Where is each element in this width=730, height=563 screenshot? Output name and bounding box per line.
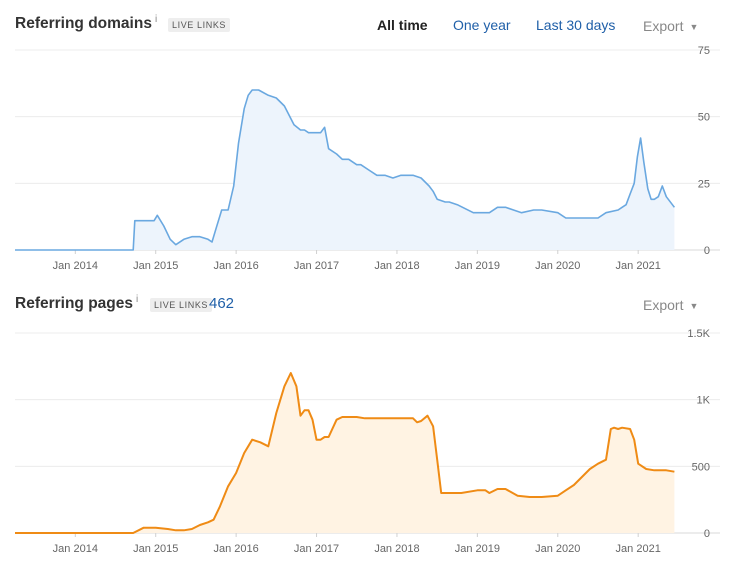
x-tick-label: Jan 2017 (294, 543, 339, 555)
x-tick-label: Jan 2015 (133, 543, 178, 555)
x-tick-label: Jan 2019 (455, 543, 500, 555)
live-links-badge: LIVE LINKS (150, 298, 213, 312)
series-line[interactable] (15, 372, 675, 534)
referring-pages-header: Referring pages i LIVE LINKS 462 Export ▼ (0, 291, 730, 319)
referring-domains-chart: 0 25 50 75 Jan 2014 Jan 2015 Jan 2016 Jan 2017 J… (15, 45, 720, 272)
export-label: Export (643, 297, 684, 313)
y-tick-label: 0 (704, 528, 710, 540)
export-label: Export (643, 18, 684, 34)
y-tick-label: 75 (698, 45, 710, 57)
x-tick-label: Jan 2014 (53, 260, 98, 272)
x-tick-label: Jan 2018 (374, 543, 419, 555)
y-tick-label: 1K (697, 395, 711, 407)
y-tick-label: 25 (698, 178, 710, 190)
referring-pages-count[interactable]: 462 (209, 295, 235, 312)
x-tick-label: Jan 2020 (535, 543, 580, 555)
series-line[interactable] (15, 89, 676, 251)
info-icon[interactable]: i (136, 294, 139, 305)
tab-all-time[interactable]: All time (377, 17, 428, 33)
tab-last-30-days[interactable]: Last 30 days (536, 17, 616, 33)
info-icon[interactable]: i (154, 14, 158, 25)
y-tick-label: 0 (704, 245, 710, 257)
x-tick-label: Jan 2015 (133, 260, 178, 272)
x-tick-label: Jan 2016 (213, 543, 258, 555)
x-tick-label: Jan 2014 (53, 543, 98, 555)
referring-domains-title: Referring domains i (15, 14, 158, 33)
x-tick-label: Jan 2016 (213, 260, 258, 272)
x-tick-label: Jan 2019 (455, 260, 500, 272)
referring-pages-chart: 0 500 1K 1.5K Jan 2014 Jan 2015 Jan 2016 Jan 20… (15, 328, 720, 555)
referring-pages-title: Referring pages i (15, 294, 139, 313)
export-dropdown[interactable]: Export ▼ (643, 18, 698, 34)
tab-one-year[interactable]: One year (453, 17, 511, 33)
x-tick-label: Jan 2020 (535, 260, 580, 272)
referring-domains-header: Referring domains i LIVE LINKS All time O… (0, 12, 730, 40)
x-tick-label: Jan 2018 (374, 260, 419, 272)
caret-down-icon: ▼ (689, 301, 699, 311)
x-tick-label: Jan 2021 (616, 260, 661, 272)
x-tick-label: Jan 2021 (616, 543, 661, 555)
caret-down-icon: ▼ (689, 22, 699, 32)
series-area (15, 90, 675, 250)
series-area (15, 373, 675, 533)
live-links-badge: LIVE LINKS (168, 18, 231, 32)
x-tick-label: Jan 2017 (294, 260, 339, 272)
y-tick-label: 50 (698, 112, 710, 124)
y-tick-label: 1.5K (687, 328, 710, 340)
y-tick-label: 500 (692, 461, 710, 473)
export-dropdown[interactable]: Export ▼ (643, 297, 698, 313)
